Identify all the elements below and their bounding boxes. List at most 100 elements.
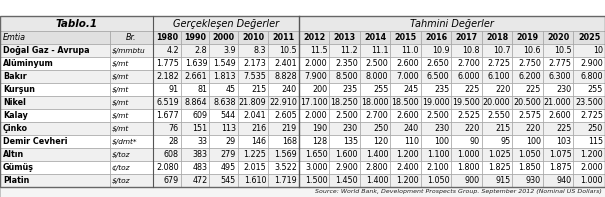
Text: 250: 250 [373, 124, 388, 133]
Bar [512, 174, 543, 187]
Text: 6.000: 6.000 [457, 72, 480, 81]
Bar [0, 96, 110, 109]
Bar [421, 174, 451, 187]
Text: $/mt: $/mt [112, 60, 129, 67]
Text: 19.000: 19.000 [422, 98, 450, 107]
Bar [152, 70, 181, 83]
Text: $/mt: $/mt [112, 112, 129, 119]
Text: 240: 240 [404, 124, 419, 133]
Bar [0, 57, 110, 70]
Bar [451, 83, 482, 96]
Bar [512, 122, 543, 135]
Text: 8.828: 8.828 [274, 72, 297, 81]
Text: 45: 45 [226, 85, 236, 94]
Text: Altın: Altın [3, 150, 24, 159]
Bar [181, 70, 209, 83]
Bar [110, 83, 152, 96]
Bar [330, 174, 360, 187]
Text: 8.864: 8.864 [185, 98, 208, 107]
Text: 1.050: 1.050 [518, 150, 541, 159]
Bar [360, 148, 390, 161]
Text: 1980: 1980 [155, 33, 178, 42]
Bar [330, 70, 360, 83]
Text: 495: 495 [221, 163, 236, 172]
Text: $/dmt*: $/dmt* [112, 138, 137, 145]
Text: 20.000: 20.000 [483, 98, 511, 107]
Text: 3.522: 3.522 [274, 163, 297, 172]
Text: 2.041: 2.041 [244, 111, 266, 120]
Bar [181, 135, 209, 148]
Text: 6.300: 6.300 [549, 72, 572, 81]
Text: 17.100: 17.100 [300, 98, 327, 107]
Text: 1.025: 1.025 [488, 150, 511, 159]
Text: 11.1: 11.1 [371, 46, 388, 55]
Text: 2.750: 2.750 [518, 59, 541, 68]
Text: 1.075: 1.075 [549, 150, 572, 159]
Bar [512, 135, 543, 148]
Text: 18.500: 18.500 [391, 98, 419, 107]
Bar [512, 70, 543, 83]
Text: 95: 95 [500, 137, 511, 146]
Text: 2.401: 2.401 [274, 59, 297, 68]
Bar [360, 174, 390, 187]
Text: Kalay: Kalay [3, 111, 28, 120]
Bar [269, 96, 299, 109]
Bar [269, 83, 299, 96]
Text: 2.500: 2.500 [335, 111, 358, 120]
Text: 235: 235 [434, 85, 450, 94]
Bar [330, 57, 360, 70]
Text: 91: 91 [169, 85, 179, 94]
Bar [152, 83, 181, 96]
Bar [574, 135, 605, 148]
Text: 216: 216 [251, 124, 266, 133]
Bar [209, 174, 238, 187]
Bar [421, 83, 451, 96]
Text: 2.600: 2.600 [549, 111, 572, 120]
Bar [0, 70, 110, 83]
Text: 10.5: 10.5 [554, 46, 572, 55]
Bar [543, 57, 574, 70]
Bar [451, 135, 482, 148]
Text: 940: 940 [557, 176, 572, 185]
Bar [0, 148, 110, 161]
Text: 2.350: 2.350 [335, 59, 358, 68]
Bar [543, 174, 574, 187]
Text: 10: 10 [593, 46, 603, 55]
Bar [209, 161, 238, 174]
Bar [152, 31, 181, 44]
Bar [238, 70, 269, 83]
Text: 8.000: 8.000 [366, 72, 388, 81]
Text: 608: 608 [164, 150, 179, 159]
Bar [269, 44, 299, 57]
Text: 110: 110 [404, 137, 419, 146]
Bar [390, 135, 421, 148]
Bar [299, 122, 330, 135]
Text: 245: 245 [404, 85, 419, 94]
Bar [0, 161, 110, 174]
Bar [543, 31, 574, 44]
Text: Emtia: Emtia [3, 33, 26, 42]
Bar [574, 83, 605, 96]
Bar [209, 135, 238, 148]
Text: Demir Cevheri: Demir Cevheri [3, 137, 68, 146]
Text: 2014: 2014 [364, 33, 386, 42]
Text: 23.500: 23.500 [575, 98, 603, 107]
Text: 1.200: 1.200 [396, 176, 419, 185]
Bar [238, 44, 269, 57]
Bar [238, 135, 269, 148]
Bar [451, 161, 482, 174]
Text: 2.525: 2.525 [457, 111, 480, 120]
Bar [360, 109, 390, 122]
Text: 2.575: 2.575 [518, 111, 541, 120]
Bar [574, 57, 605, 70]
Bar [110, 96, 152, 109]
Bar [451, 44, 482, 57]
Bar [299, 109, 330, 122]
Bar [110, 161, 152, 174]
Text: 1.200: 1.200 [396, 150, 419, 159]
Text: 1.549: 1.549 [213, 59, 236, 68]
Text: 113: 113 [221, 124, 236, 133]
Text: 225: 225 [526, 85, 541, 94]
Bar [330, 135, 360, 148]
Text: 33: 33 [197, 137, 208, 146]
